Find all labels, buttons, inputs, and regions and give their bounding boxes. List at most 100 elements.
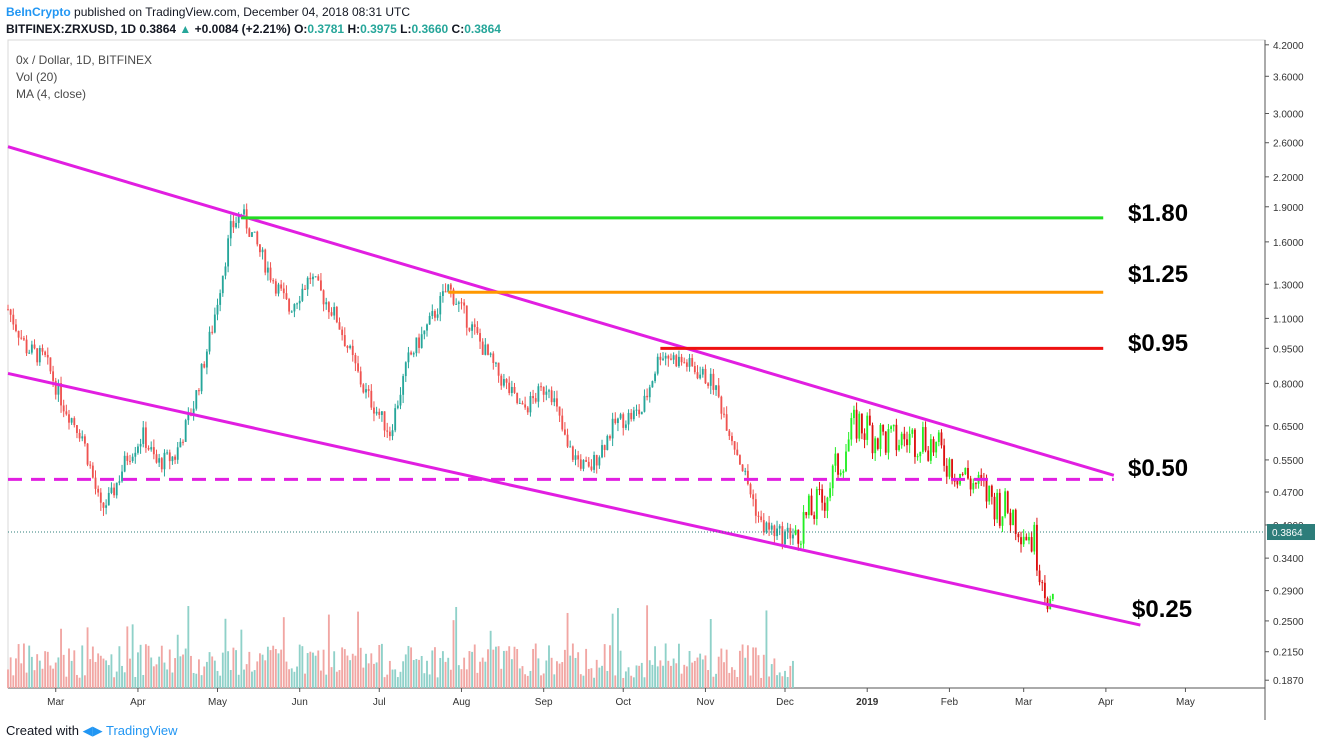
candle-body — [312, 276, 314, 280]
candle-body — [166, 452, 169, 454]
volume-bar — [792, 660, 794, 688]
candle-body — [590, 466, 593, 470]
candle-body — [754, 499, 757, 516]
volume-bar — [688, 650, 691, 688]
volume-bar — [487, 649, 489, 688]
channel-trend-line — [7, 145, 1115, 477]
candle-body — [839, 472, 842, 475]
volume-bar — [341, 647, 344, 688]
candle-body — [579, 459, 582, 469]
volume-bar — [585, 648, 588, 688]
volume-bar — [375, 662, 378, 688]
candle-body — [993, 496, 996, 520]
volume-bar — [502, 650, 505, 688]
candle-body — [542, 386, 545, 395]
volume-bar — [558, 663, 561, 688]
candle-body — [603, 445, 606, 450]
candle-body — [457, 302, 460, 304]
legend-ma[interactable]: MA (4, close) — [16, 87, 87, 101]
candle-body — [561, 415, 564, 430]
candle-body — [441, 291, 444, 297]
candle-body — [227, 238, 230, 267]
volume-bar — [672, 658, 675, 688]
candle-body — [985, 480, 988, 502]
candle-body — [195, 390, 198, 409]
candle-body — [1020, 537, 1022, 545]
volume-bar — [402, 661, 405, 688]
candle-body — [693, 366, 696, 373]
candle-body — [99, 492, 102, 503]
legend-volume[interactable]: Vol (20) — [16, 70, 58, 84]
volume-bar — [699, 653, 702, 688]
volume-bar — [789, 665, 792, 688]
candle-body — [200, 363, 203, 392]
volume-bar — [46, 651, 49, 688]
candle-body — [224, 266, 227, 276]
candle-body — [481, 341, 484, 355]
candle-body — [192, 408, 195, 416]
candle-body — [83, 436, 86, 444]
volume-bar — [221, 652, 224, 688]
volume-bar — [601, 665, 603, 688]
volume-bar — [152, 666, 155, 688]
candle-body — [208, 331, 211, 352]
legend-title[interactable]: 0x / Dollar, 1D, BITFINEX — [16, 53, 153, 67]
x-tick-label: Nov — [697, 697, 715, 708]
volume-bar — [685, 666, 688, 688]
volume-bar — [659, 660, 662, 688]
candle-body — [500, 375, 503, 386]
volume-bar — [394, 669, 397, 688]
volume-bar — [489, 630, 492, 688]
candle-body — [1014, 509, 1017, 534]
candle-body — [998, 492, 1001, 526]
volume-bar — [346, 655, 349, 688]
candle-body — [667, 355, 670, 359]
y-tick-label: 3.6000 — [1273, 72, 1304, 83]
candle-body — [465, 305, 468, 328]
volume-bar — [662, 665, 664, 688]
volume-bar — [635, 665, 638, 688]
candle-body — [696, 372, 699, 379]
volume-bar — [57, 657, 60, 688]
volume-bar — [205, 661, 208, 688]
volume-bar — [176, 634, 179, 688]
candle-body — [293, 304, 296, 312]
candle-body — [847, 439, 850, 452]
candle-body — [70, 418, 73, 423]
candle-body — [489, 353, 492, 355]
candle-body — [566, 434, 569, 447]
volume-bar — [261, 654, 264, 688]
volume-bar — [553, 674, 556, 688]
candle-body — [463, 302, 466, 306]
y-tick-label: 1.9000 — [1273, 203, 1304, 214]
volume-bar — [158, 656, 161, 688]
volume-bar — [749, 675, 752, 688]
y-tick-label: 1.1000 — [1273, 314, 1304, 325]
candle-body — [871, 425, 874, 454]
candle-body — [213, 314, 216, 333]
volume-bar — [219, 675, 222, 688]
volume-bar — [619, 650, 622, 688]
volume-bar — [770, 664, 773, 688]
volume-bar — [582, 675, 585, 688]
volume-bar — [54, 662, 57, 688]
candle-body — [598, 457, 601, 466]
volume-bar — [115, 671, 118, 688]
high-label: H: — [347, 22, 361, 36]
candle-body — [362, 384, 365, 393]
volume-bar — [367, 663, 370, 688]
volume-bar — [675, 663, 678, 688]
volume-bar — [293, 671, 296, 688]
candle-body — [720, 396, 723, 414]
candle-body — [436, 314, 439, 318]
candle-body — [1033, 524, 1036, 552]
candle-body — [868, 415, 871, 426]
volume-bar — [317, 650, 320, 688]
volume-bar — [630, 675, 633, 688]
candle-body — [22, 338, 25, 340]
candle-body — [571, 446, 574, 460]
volume-bar — [436, 677, 439, 688]
publish-info: BeInCrypto published on TradingView.com,… — [6, 5, 410, 19]
volume-bar — [160, 645, 163, 688]
